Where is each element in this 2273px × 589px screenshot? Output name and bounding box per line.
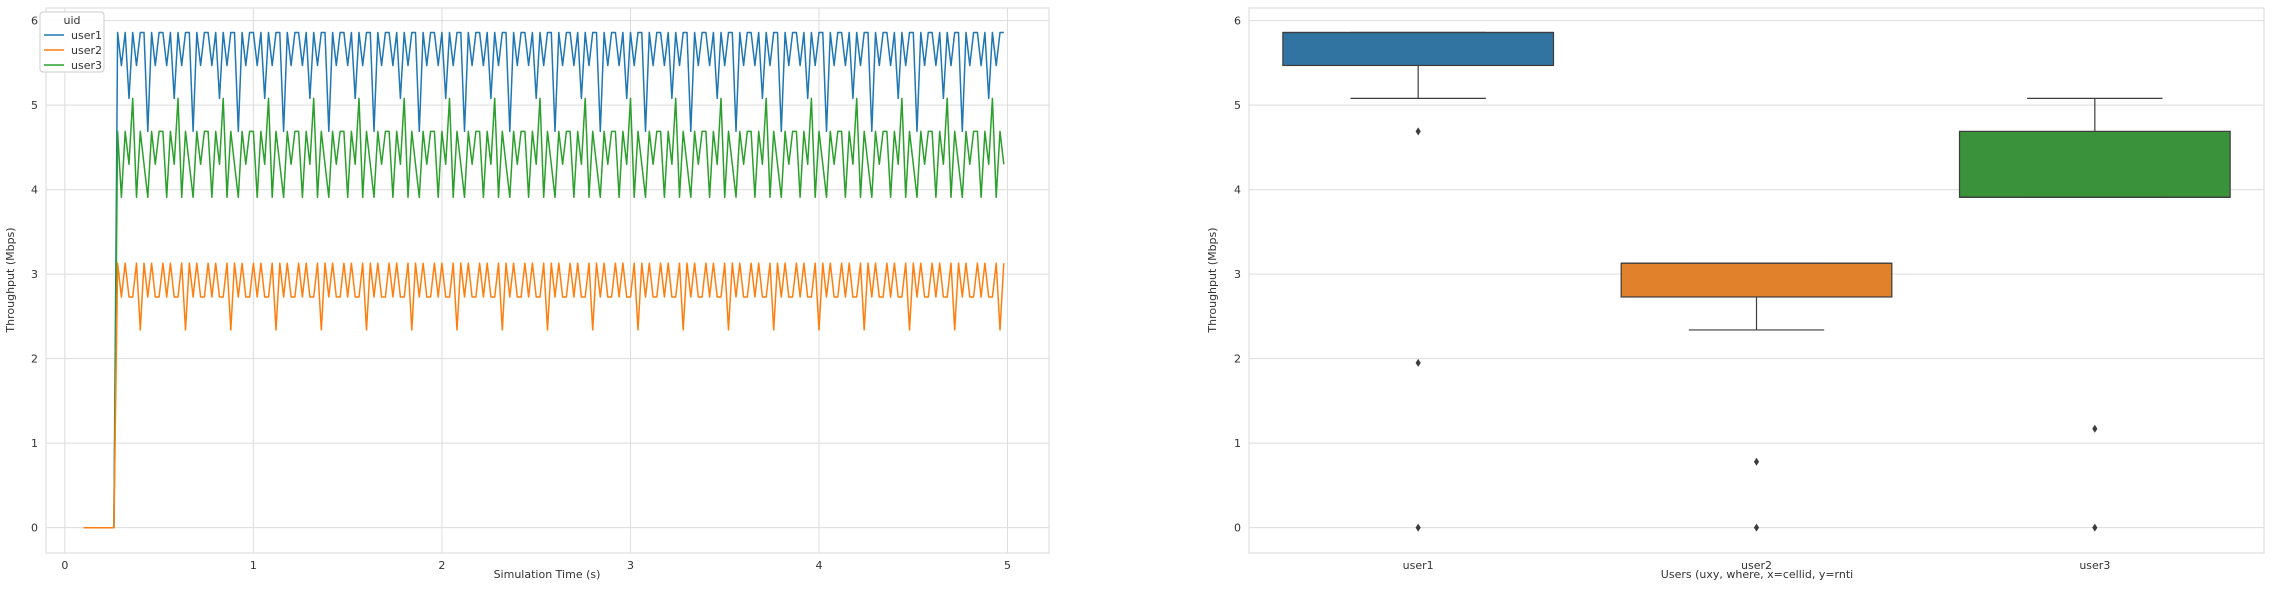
box-user2 [1620,262,1893,532]
box-plot-panel: 0 1 2 3 4 5 6 user1 user2 user3 Users (uxy, wher… [1206,7,2265,581]
box-plot-y-label: Throughput (Mbps) [1206,227,1219,333]
box-plot-y-tick-label: 0 [1234,522,1241,535]
line-series-user2 [83,262,1005,529]
line-chart-y-tick-label: 4 [31,184,38,197]
line-chart-x-tick-label: 0 [61,559,68,572]
box-outlier [2092,424,2098,433]
line-chart-x-tick-label: 4 [815,559,822,572]
box-plot-x-tick-label: user1 [1403,559,1434,572]
box-plot-x-tick-label: user3 [2079,559,2110,572]
line-chart-y-tick-label: 6 [31,15,38,28]
line-chart-y-label: Throughput (Mbps) [4,227,17,333]
line-chart-y-tick-label: 1 [31,437,38,450]
legend-title: uid [63,14,80,27]
box-plot-x-tick-label: user2 [1741,559,1772,572]
line-chart-grid [46,8,1049,553]
box-plot-y-tick-label: 5 [1234,99,1241,112]
line-chart-series [83,31,1005,529]
box-outlier [1753,457,1760,466]
legend-box [39,11,105,73]
box-user3 [1958,97,2231,532]
line-chart-panel: 0 1 2 3 4 5 6 0 1 2 3 4 5 Simulation Time (s) Throu… [4,7,1050,581]
box-outlier [1415,358,1421,367]
line-chart-y-tick-label: 5 [31,99,38,112]
line-chart-x-tick-label: 3 [627,559,634,572]
line-chart-y-tick-label: 0 [31,522,38,535]
line-chart-y-tick-label: 2 [31,353,38,366]
box-plot-y-ticks: 0 1 2 3 4 5 6 [1234,15,1241,535]
box-plot-boxes [1282,31,2231,532]
line-series-user3 [83,97,1005,529]
line-chart-x-tick-label: 1 [250,559,257,572]
box-outlier [1415,523,1421,532]
legend-label-user3: user3 [71,59,102,72]
box-plot-y-tick-label: 3 [1234,268,1241,281]
line-chart-y-ticks: 0 1 2 3 4 5 6 [31,15,38,535]
box-user1 [1282,31,1555,532]
line-chart-x-tick-label: 2 [438,559,445,572]
legend-label-user1: user1 [71,29,102,42]
line-chart-y-tick-label: 3 [31,268,38,281]
box-outlier [2092,523,2098,532]
box-plot-y-tick-label: 2 [1234,353,1241,366]
line-series-user1 [83,31,1004,529]
box-iqr [1282,31,1555,67]
box-iqr [1620,262,1893,298]
legend-label-user2: user2 [71,44,102,57]
box-plot-y-tick-label: 6 [1234,15,1241,28]
box-plot-y-tick-label: 4 [1234,184,1241,197]
box-iqr [1958,130,2231,198]
line-chart-x-label: Simulation Time (s) [494,568,601,581]
line-chart-x-tick-label: 5 [1004,559,1011,572]
box-plot-y-tick-label: 1 [1234,437,1241,450]
box-plot-x-label: Users (uxy, where, x=cellid, y=rnti [1661,568,1853,581]
legend: uid user1 user2 user3 [39,11,105,73]
box-outlier [1753,523,1760,532]
box-plot-x-ticks: user1 user2 user3 [1403,559,2111,572]
line-chart-x-ticks: 0 1 2 3 4 5 [61,559,1011,572]
box-outlier [1415,127,1421,136]
